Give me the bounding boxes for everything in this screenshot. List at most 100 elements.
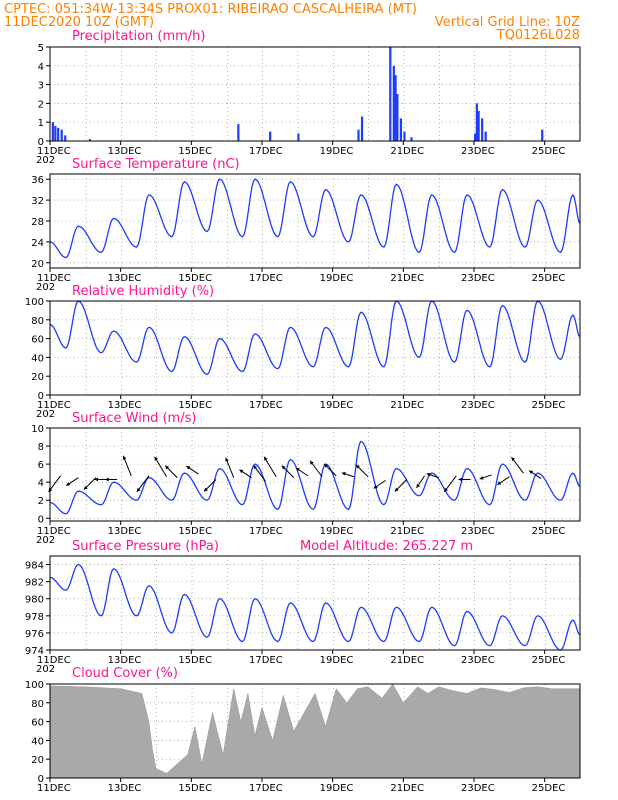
temperature-panel: Surface Temperature (nC) 20 24 28 32 36 11DEC…	[31, 157, 581, 293]
x-tick-label: 15DEC	[178, 273, 212, 284]
y-tick-label: 2	[38, 496, 44, 507]
wind-arrowhead	[324, 463, 329, 468]
x-tick-label: 25DEC	[532, 400, 566, 411]
cloud-cover-area	[49, 683, 581, 779]
x-tick-label: 17DEC	[249, 783, 283, 794]
precip-bar	[541, 129, 544, 141]
x-tick-label: 11DEC	[37, 400, 71, 411]
wind-line	[49, 440, 581, 515]
header-model-id: TQ0126L028	[496, 28, 580, 43]
x-tick-label: 13DEC	[108, 783, 142, 794]
wind-vector	[154, 456, 168, 478]
precipitation-title: Precipitation (mm/h)	[72, 29, 205, 44]
x-tick-label: 19DEC	[320, 273, 354, 284]
wind-arrowhead	[186, 466, 191, 470]
precip-bar	[237, 124, 240, 141]
plot-frame	[49, 46, 581, 142]
x-tick-label: 17DEC	[249, 146, 283, 157]
x-tick-label: 25DEC	[532, 146, 566, 157]
x-tick-label: 17DEC	[249, 526, 283, 537]
precip-bar	[410, 137, 413, 141]
y-tick-label: 20	[31, 755, 44, 766]
plot-frame	[49, 555, 581, 651]
x-year-label: 202	[36, 282, 55, 293]
wind-arrowhead	[444, 487, 448, 492]
x-tick-label: 23DEC	[461, 783, 495, 794]
y-tick-label: 60	[31, 335, 44, 346]
temperature-title: Surface Temperature (nC)	[72, 157, 240, 172]
x-tick-label: 15DEC	[178, 783, 212, 794]
plot-frame	[49, 683, 581, 779]
y-tick-label: 0	[38, 774, 44, 785]
precip-bar	[269, 131, 272, 141]
wind-arrowhead	[295, 467, 300, 472]
y-tick-label: 28	[31, 217, 44, 228]
precip-bar	[392, 65, 395, 141]
x-tick-label: 13DEC	[108, 526, 142, 537]
plot-frame	[49, 173, 581, 269]
precip-bar	[403, 131, 406, 141]
precip-bar	[51, 122, 54, 141]
y-tick-label: 6	[38, 460, 44, 471]
x-year-label: 202	[36, 664, 55, 675]
precip-bar	[54, 125, 57, 141]
pressure-title: Surface Pressure (hPa)	[72, 539, 219, 554]
wind-arrowhead	[239, 469, 244, 474]
precipitation-panel: Precipitation (mm/h) 0 1 2 3 4 5 11DEC 13DEC 15D…	[36, 29, 581, 166]
wind-arrowhead	[479, 476, 484, 480]
y-tick-label: 36	[31, 175, 44, 186]
x-tick-label: 21DEC	[390, 655, 424, 666]
plot-frame	[49, 300, 581, 396]
x-tick-label: 21DEC	[390, 146, 424, 157]
precip-bar	[481, 118, 484, 141]
wind-vector	[122, 455, 132, 477]
y-tick-label: 100	[25, 680, 44, 691]
wind-arrowhead	[264, 456, 268, 461]
wind-vector	[263, 456, 277, 478]
header-run-time: 11DEC2020 10Z (GMT)	[4, 15, 154, 30]
x-tick-label: 15DEC	[178, 526, 212, 537]
precip-bar	[389, 47, 392, 141]
x-tick-label: 25DEC	[532, 655, 566, 666]
x-tick-label: 17DEC	[249, 655, 283, 666]
y-tick-label: 20	[31, 259, 44, 270]
pressure-panel: Surface Pressure (hPa) Model Altitude: 2…	[25, 539, 581, 675]
y-tick-label: 984	[25, 561, 44, 572]
wind-arrowhead	[66, 482, 71, 486]
y-tick-label: 0	[38, 391, 44, 402]
x-tick-label: 25DEC	[532, 273, 566, 284]
x-tick-label: 15DEC	[178, 655, 212, 666]
y-tick-label: 0	[38, 514, 44, 525]
x-tick-label: 17DEC	[249, 273, 283, 284]
x-tick-label: 15DEC	[178, 400, 212, 411]
x-tick-label: 25DEC	[532, 526, 566, 537]
x-tick-label: 19DEC	[320, 146, 354, 157]
x-year-label: 202	[36, 535, 55, 546]
wind-arrowhead	[122, 455, 127, 460]
x-tick-label: 23DEC	[461, 146, 495, 157]
cloud-cover-panel: Cloud Cover (%) 0 20 40 60 80 100 11DEC 13DEC 15…	[25, 666, 581, 794]
wind-arrowhead	[83, 485, 88, 490]
precip-bar	[88, 139, 92, 141]
wind-arrowhead	[165, 465, 170, 470]
cloud-cover-title: Cloud Cover (%)	[72, 666, 178, 681]
x-tick-label: 11DEC	[37, 273, 71, 284]
x-tick-label: 11DEC	[37, 655, 71, 666]
y-tick-label: 80	[31, 316, 44, 327]
pres-line	[49, 563, 581, 651]
x-tick-label: 13DEC	[108, 146, 142, 157]
wind-arrowhead	[136, 487, 141, 492]
precip-bar	[399, 118, 402, 141]
precip-bar	[477, 110, 480, 141]
y-tick-label: 2	[38, 99, 44, 110]
y-tick-label: 980	[25, 595, 44, 606]
y-tick-label: 5	[38, 43, 44, 54]
x-tick-label: 13DEC	[108, 400, 142, 411]
wind-arrowhead	[497, 481, 502, 485]
temp-line	[49, 178, 581, 259]
rh-line	[49, 300, 581, 376]
x-tick-label: 21DEC	[390, 273, 424, 284]
precip-bar	[357, 129, 360, 141]
wind-arrowhead	[204, 487, 208, 492]
x-tick-label: 15DEC	[178, 146, 212, 157]
